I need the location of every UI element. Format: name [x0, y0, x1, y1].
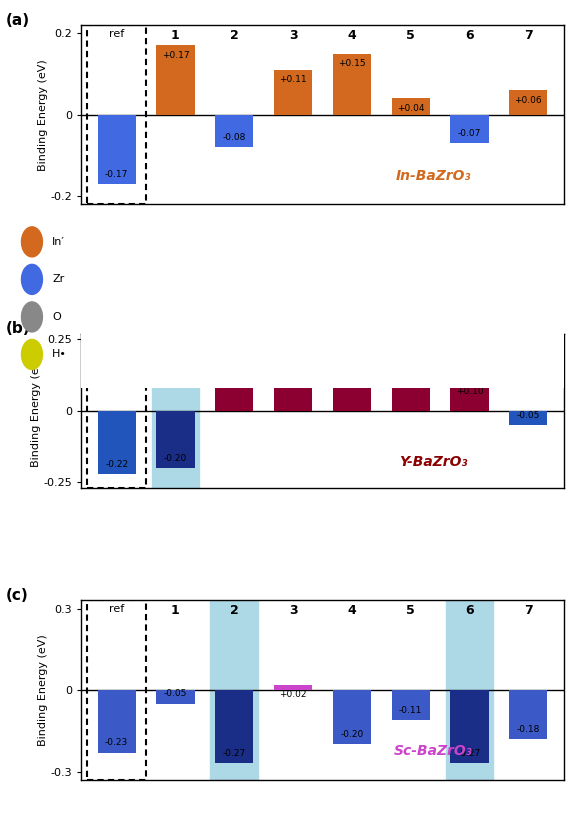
Bar: [446, 600, 493, 780]
Text: H•: H•: [52, 349, 67, 359]
Text: (c): (c): [6, 588, 28, 603]
Text: 2: 2: [230, 337, 239, 349]
Text: -0.17: -0.17: [105, 169, 128, 178]
Text: 6: 6: [465, 604, 474, 617]
Text: Zr: Zr: [52, 274, 64, 284]
Text: ref: ref: [109, 28, 124, 38]
Bar: [450, 691, 489, 763]
Text: +0.14: +0.14: [221, 375, 248, 384]
Text: 3: 3: [289, 337, 297, 349]
Bar: [98, 691, 136, 752]
Bar: [450, 114, 489, 143]
Bar: [509, 90, 547, 114]
Bar: [210, 600, 258, 780]
Bar: [274, 70, 312, 114]
Bar: [392, 691, 430, 720]
Bar: [450, 382, 489, 411]
Text: (b): (b): [6, 321, 30, 336]
Bar: [215, 691, 253, 763]
Text: +0.12: +0.12: [397, 381, 424, 390]
Text: +0.17: +0.17: [162, 51, 189, 60]
Text: 1: 1: [171, 28, 180, 42]
Text: 1: 1: [171, 604, 180, 617]
Text: -0.23: -0.23: [105, 738, 128, 747]
Text: +0.18: +0.18: [338, 364, 365, 373]
Text: -0.08: -0.08: [223, 133, 246, 142]
Text: 2: 2: [230, 604, 239, 617]
Text: -0.27: -0.27: [458, 749, 481, 758]
Text: -0.18: -0.18: [517, 725, 540, 734]
Text: +0.11: +0.11: [279, 75, 307, 84]
Text: Sc-BaZrO₃: Sc-BaZrO₃: [394, 744, 473, 758]
Bar: [156, 45, 195, 114]
Text: 4: 4: [347, 604, 356, 617]
Text: -0.20: -0.20: [340, 730, 364, 739]
Text: 3: 3: [289, 28, 297, 42]
Text: 6: 6: [465, 28, 474, 42]
Text: +0.15: +0.15: [338, 59, 365, 68]
Text: 1: 1: [171, 337, 180, 349]
Bar: [392, 376, 430, 411]
Text: -0.05: -0.05: [164, 690, 187, 698]
Bar: [156, 691, 195, 704]
Text: 4: 4: [347, 28, 356, 42]
Text: 7: 7: [524, 28, 533, 42]
Text: 3: 3: [289, 604, 297, 617]
Text: -0.27: -0.27: [223, 749, 246, 758]
Bar: [215, 371, 253, 411]
Y-axis label: Binding Energy (eV): Binding Energy (eV): [38, 635, 48, 746]
Bar: [333, 691, 371, 745]
Text: -0.22: -0.22: [105, 460, 128, 469]
Text: (a): (a): [6, 13, 30, 28]
Text: -0.11: -0.11: [399, 706, 422, 715]
Text: 4: 4: [347, 337, 356, 349]
Bar: [152, 334, 199, 488]
Text: 6: 6: [465, 337, 474, 349]
Bar: [333, 53, 371, 114]
Y-axis label: Binding Energy (eV): Binding Energy (eV): [31, 355, 41, 466]
Text: -0.05: -0.05: [517, 411, 540, 420]
Bar: [274, 685, 312, 691]
Text: -0.20: -0.20: [164, 455, 187, 463]
Text: +0.06: +0.06: [514, 96, 542, 104]
Text: 5: 5: [406, 337, 415, 349]
Bar: [509, 691, 547, 739]
Text: In-BaZrO₃: In-BaZrO₃: [396, 168, 471, 183]
Text: +0.21: +0.21: [279, 355, 307, 364]
Text: 5: 5: [406, 28, 415, 42]
Text: ref: ref: [109, 604, 124, 614]
Text: +0.02: +0.02: [279, 690, 307, 699]
Text: ref: ref: [109, 337, 124, 347]
Text: Y-BaZrO₃: Y-BaZrO₃: [399, 455, 468, 470]
Text: 2: 2: [230, 28, 239, 42]
Bar: [274, 351, 312, 411]
Text: O: O: [52, 312, 61, 322]
Bar: [392, 98, 430, 114]
Text: In′: In′: [52, 237, 65, 247]
Bar: [509, 411, 547, 425]
Bar: [98, 114, 136, 184]
Text: -0.07: -0.07: [458, 128, 481, 138]
Text: 5: 5: [406, 604, 415, 617]
Y-axis label: Binding Energy (eV): Binding Energy (eV): [38, 59, 48, 170]
Bar: [333, 359, 371, 411]
Bar: [215, 114, 253, 148]
Text: 7: 7: [524, 337, 533, 349]
Bar: [98, 411, 136, 474]
Text: +0.10: +0.10: [456, 387, 483, 396]
Text: +0.04: +0.04: [397, 103, 424, 113]
Text: 7: 7: [524, 604, 533, 617]
Bar: [156, 411, 195, 468]
